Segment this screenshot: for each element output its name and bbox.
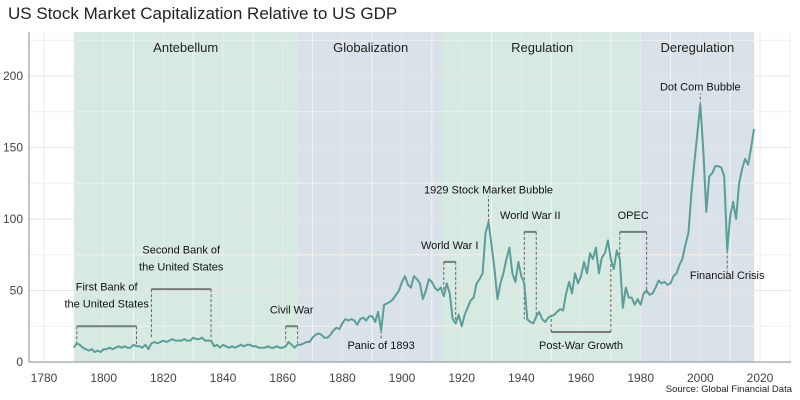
x-tick-label: 1980	[627, 371, 654, 385]
annotation-label: Post-War Growth	[539, 340, 623, 352]
x-tick-label: 1880	[329, 371, 356, 385]
era-regions	[73, 32, 755, 362]
x-tick-label: 1900	[389, 371, 416, 385]
region-antebellum	[73, 32, 298, 362]
gridlines	[29, 32, 791, 363]
x-tick-label: 2000	[687, 371, 714, 385]
annotation: World War II	[500, 210, 561, 320]
y-tick-label: 0	[16, 355, 23, 369]
annotation: Financial Crisis	[690, 250, 765, 282]
annotation-label: the United States	[64, 299, 149, 311]
region-labels: Antebellum Globalization Regulation Deregul…	[153, 40, 734, 55]
region-label: Deregulation	[660, 40, 734, 55]
region-label: Antebellum	[153, 40, 218, 55]
annotation-label: OPEC	[618, 210, 649, 222]
annotation: Civil War	[270, 304, 314, 344]
annotation-label: Dot Com Bubble	[660, 81, 741, 93]
x-tick-label: 1920	[448, 371, 475, 385]
market-cap-to-gdp-line	[72, 103, 755, 353]
region-regulation	[443, 32, 641, 362]
annotation: First Bank of the United States	[64, 282, 149, 345]
chart-title: US Stock Market Capitalization Relative …	[8, 4, 398, 23]
y-tick-label: 100	[3, 212, 23, 226]
region-label: Regulation	[511, 40, 573, 55]
annotation: Post-War Growth	[539, 259, 623, 352]
annotation-label: First Bank of	[76, 282, 139, 294]
annotation: 1929 Stock Market Bubble	[424, 184, 553, 222]
x-tick-label: 1940	[508, 371, 535, 385]
y-tick-label: 50	[10, 284, 24, 298]
annotation-label: Financial Crisis	[690, 270, 765, 282]
annotation-label: 1929 Stock Market Bubble	[424, 184, 553, 196]
x-tick-label: 1800	[90, 371, 117, 385]
x-tick-label: 1820	[150, 371, 177, 385]
axes: 0 50 100 150 200 1780 1800 1820 1840 1860 1880 1900…	[3, 32, 791, 385]
region-globalization	[297, 32, 444, 362]
region-label: Globalization	[333, 40, 408, 55]
y-tick-label: 150	[3, 141, 23, 155]
source-note: Source: Global Financial Data	[665, 384, 792, 395]
annotation-label: Second Bank of	[142, 244, 221, 256]
annotation: OPEC	[618, 210, 649, 294]
annotation-label: Panic of 1893	[347, 340, 414, 352]
annotation: Panic of 1893	[347, 330, 415, 352]
annotation: Dot Com Bubble	[660, 81, 741, 105]
x-tick-label: 1860	[269, 371, 296, 385]
annotation-label: Civil War	[270, 304, 314, 316]
annotation-label: the United States	[139, 261, 224, 273]
annotation-label: World War II	[500, 210, 561, 222]
annotation: Second Bank of the United States	[139, 244, 224, 340]
x-tick-label: 2020	[747, 371, 774, 385]
x-tick-label: 1780	[31, 371, 58, 385]
y-tick-label: 200	[3, 69, 23, 83]
annotation-label: World War I	[421, 240, 478, 252]
x-tick-label: 1840	[210, 371, 237, 385]
annotation: World War I	[421, 240, 478, 324]
x-tick-label: 1960	[568, 371, 595, 385]
region-deregulation	[640, 32, 755, 362]
series-line	[72, 103, 755, 353]
